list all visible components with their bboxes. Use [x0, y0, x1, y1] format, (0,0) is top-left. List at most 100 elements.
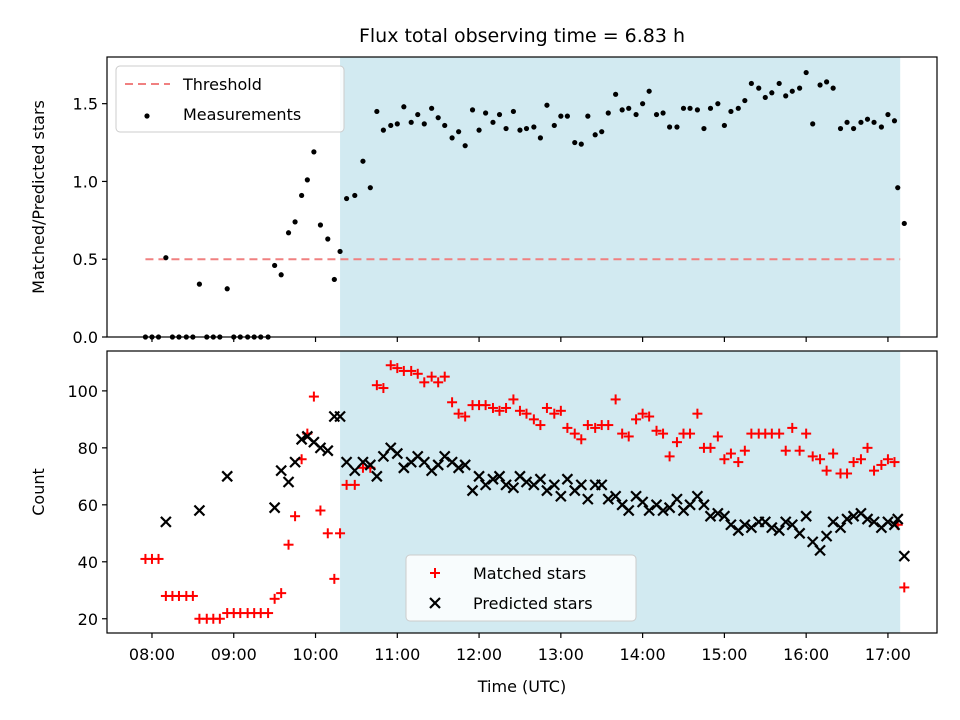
predicted-marker-b: [609, 490, 622, 503]
matched-star-point: [644, 411, 655, 422]
measurement-point: [830, 85, 836, 91]
matched-star-point: [692, 408, 703, 419]
measurement-point: [415, 111, 421, 118]
y-tick-label: 0.5: [73, 250, 98, 269]
predicted-marker-b: [446, 456, 458, 468]
measurement-point: [646, 88, 652, 94]
measurement-point: [299, 192, 305, 199]
measurement-point: [490, 119, 496, 125]
matched-star-point: [712, 431, 723, 442]
predicted-star-point: [622, 504, 635, 517]
measurement-point: [858, 119, 864, 125]
measurement-point: [667, 124, 673, 130]
plot-frame: [106, 56, 938, 338]
predicted-star-point: [357, 456, 369, 468]
measurement-point: [442, 122, 448, 129]
matched-star-point: [541, 402, 552, 413]
y-tick-label: 0.0: [73, 328, 98, 347]
x-tick-label: 15:00: [701, 645, 747, 664]
predicted-marker-b: [348, 464, 361, 477]
predicted-marker-b: [888, 518, 901, 531]
predicted-star-point: [268, 501, 281, 514]
predicted-star-point: [766, 521, 778, 534]
matched-star-point: [623, 431, 634, 442]
measurement-point: [878, 124, 884, 130]
predicted-star-point: [868, 516, 880, 528]
x-tick-label: 08:00: [129, 645, 175, 664]
matched-star-point: [807, 451, 818, 462]
predicted-star-point: [704, 510, 717, 522]
measurement-point: [456, 129, 462, 135]
predicted-marker-b: [834, 521, 847, 534]
matched-star-point: [882, 454, 893, 465]
predicted-marker-b: [759, 516, 772, 528]
measurement-point: [517, 127, 523, 133]
predicted-marker-b: [806, 536, 819, 548]
predicted-star-point: [861, 513, 874, 525]
predicted-star-point: [314, 442, 327, 454]
measurement-point: [551, 122, 557, 129]
predicted-marker-b: [221, 470, 233, 483]
measurement-point: [762, 94, 768, 101]
predicted-star-point: [888, 518, 901, 531]
y-tick-label: 100: [67, 382, 98, 401]
predicted-marker-b: [289, 456, 301, 468]
predicted-marker-b: [438, 450, 451, 463]
predicted-marker-b: [432, 459, 444, 471]
matched-star-point: [739, 445, 750, 456]
predicted-marker-b: [541, 484, 553, 497]
measurement-point: [599, 129, 605, 135]
matched-star-point: [801, 428, 812, 439]
matched-star-point: [508, 394, 519, 405]
predicted-star-point: [275, 464, 287, 477]
predicted-star-point: [340, 456, 353, 468]
predicted-marker-b: [322, 444, 334, 457]
predicted-star-point: [595, 479, 608, 491]
matched-star-point: [501, 402, 512, 413]
measurement-point: [304, 177, 310, 183]
predicted-star-point: [452, 462, 465, 474]
predicted-star-point: [493, 470, 506, 483]
predicted-marker-b: [712, 507, 724, 520]
predicted-marker-b: [340, 456, 353, 468]
measurement-point: [653, 111, 660, 118]
legend-predicted-label: Predicted stars: [473, 594, 593, 613]
predicted-marker-b: [616, 499, 628, 511]
measurement-point: [352, 192, 358, 199]
predicted-star-point: [779, 516, 792, 528]
measurement-point: [810, 121, 816, 127]
matched-star-point: [433, 377, 444, 388]
predicted-marker-b: [384, 442, 397, 454]
matched-star-point: [855, 454, 866, 465]
measurement-point: [680, 105, 687, 111]
matched-star-point: [705, 442, 716, 453]
measurement-point: [380, 127, 386, 133]
matched-star-point: [787, 422, 798, 433]
predicted-marker-b: [745, 521, 758, 534]
predicted-marker-b: [301, 430, 314, 443]
predicted-star-point: [334, 410, 346, 423]
predicted-marker-b: [500, 479, 512, 491]
matched-star-point: [514, 405, 525, 416]
predicted-marker-b: [595, 479, 608, 491]
predicted-marker-b: [398, 462, 410, 474]
predicted-star-point: [820, 530, 833, 542]
measurement-point: [429, 105, 435, 111]
legend-box: [405, 554, 637, 622]
matched-star-point: [447, 397, 458, 408]
predicted-star-point: [479, 479, 492, 491]
predicted-star-point: [636, 496, 649, 508]
predicted-marker-b: [507, 481, 520, 494]
measurement-point: [756, 85, 762, 91]
predicted-star-point: [534, 473, 547, 485]
x-tick-label: 12:00: [456, 645, 502, 664]
top-panel-ratio: 0.0 0.5 1.0 1.5 Matched/Predicted stars Thres…: [29, 56, 938, 347]
predicted-star-point: [712, 507, 724, 520]
predicted-marker-b: [643, 504, 655, 517]
legend-measurements-swatch: [144, 113, 150, 119]
y-tick-label: 40: [78, 553, 98, 572]
predicted-star-point: [487, 473, 499, 485]
predicted-star-point: [691, 490, 704, 503]
matched-star-point: [862, 442, 873, 453]
y-tick-label: 1.5: [73, 95, 98, 114]
